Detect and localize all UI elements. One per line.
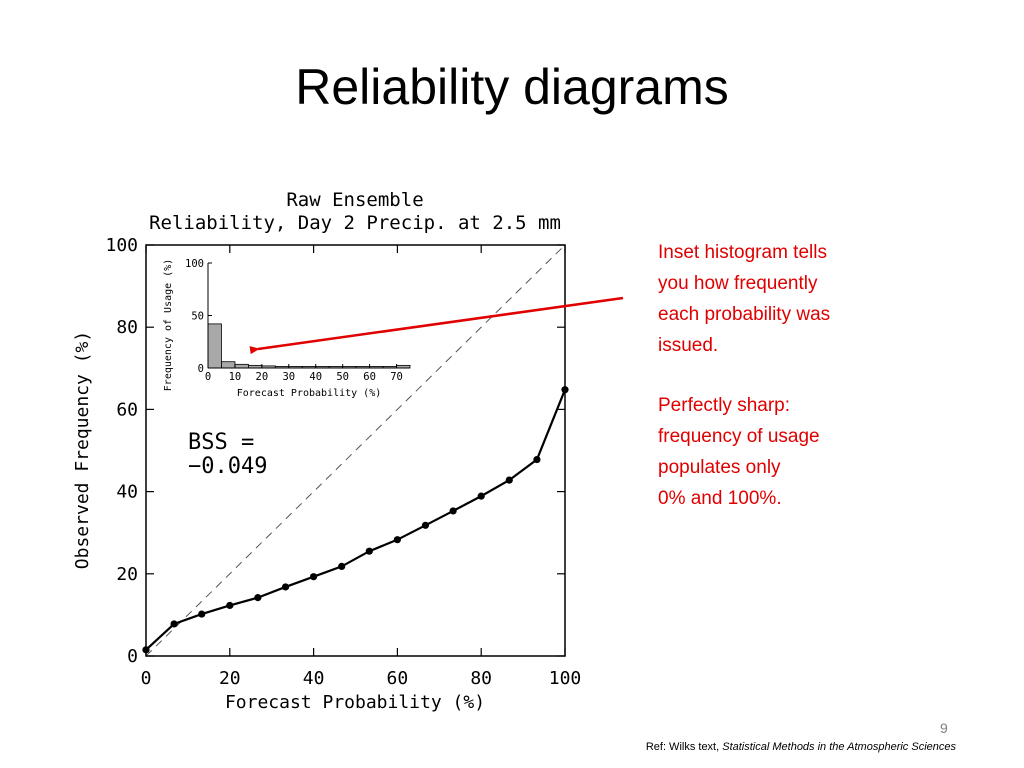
annotation-note-2: Perfectly sharp: frequency of usage popu… xyxy=(658,390,820,514)
y-tick-label: 60 xyxy=(116,399,138,420)
y-tick-label: 20 xyxy=(116,564,138,585)
note2-line3: populates only xyxy=(658,457,781,478)
inset-x-tick-label: 30 xyxy=(282,371,295,383)
note2-line2: frequency of usage xyxy=(658,426,820,447)
reliability-point xyxy=(449,507,457,515)
histogram-bar xyxy=(221,361,236,369)
chart-subtitle: Reliability, Day 2 Precip. at 2.5 mm xyxy=(149,212,561,234)
x-tick-label: 0 xyxy=(141,668,152,689)
chart-title: Raw Ensemble xyxy=(286,189,423,211)
annotation-arrow xyxy=(249,296,624,355)
inset-x-label: Forecast Probability (%) xyxy=(237,388,382,399)
inset-y-tick-label: 50 xyxy=(191,311,204,323)
histogram-bar xyxy=(234,363,249,369)
y-tick-label: 40 xyxy=(116,482,138,503)
reliability-point xyxy=(198,610,206,618)
note1-line2: you how frequently xyxy=(658,273,818,294)
reliability-point xyxy=(365,547,373,555)
x-tick-label: 100 xyxy=(549,668,582,689)
inset-y-tick-label: 100 xyxy=(185,258,204,270)
reliability-point xyxy=(477,492,485,500)
reference-footer: Ref: Wilks text, Statistical Methods in … xyxy=(646,741,956,753)
inset-histogram: 0 10 20 30 40 50 60 70 0 50 100 Forecast Probabili… xyxy=(163,258,411,399)
reliability-point xyxy=(281,583,290,591)
x-tick-label: 20 xyxy=(219,668,241,689)
reliability-point xyxy=(561,386,569,394)
inset-x-tick-label: 60 xyxy=(363,371,376,383)
reference-prefix: Ref: Wilks text, xyxy=(645,741,723,753)
reference-book-title: Statistical Methods in the Atmospheric S… xyxy=(722,741,956,753)
y-tick-label: 0 xyxy=(127,646,138,667)
note2-line4: 0% and 100%. xyxy=(658,488,782,509)
reliability-point xyxy=(393,536,401,544)
reliability-point xyxy=(338,562,346,571)
note1-line1: Inset histogram tells xyxy=(658,242,827,263)
reliability-point xyxy=(421,521,430,529)
inset-y-label: Frequency of Usage (%) xyxy=(163,259,174,391)
note1-line3: each probability was xyxy=(658,304,831,325)
reliability-point xyxy=(505,476,513,484)
inset-x-tick-label: 20 xyxy=(256,371,269,383)
note2-line1: Perfectly sharp: xyxy=(658,395,790,416)
inset-x-tick-label: 50 xyxy=(336,371,349,383)
page-number: 9 xyxy=(940,720,948,736)
y-axis-label: Observed Frequency (%) xyxy=(72,331,93,569)
reliability-point xyxy=(142,646,150,654)
x-tick-label: 80 xyxy=(470,668,492,689)
inset-y-tick-label: 0 xyxy=(198,363,204,375)
x-tick-label: 40 xyxy=(303,668,325,689)
inset-x-tick-label: 10 xyxy=(229,371,242,383)
bss-label: BSS = xyxy=(188,430,254,455)
y-tick-label: 80 xyxy=(116,317,138,338)
main-reliability-plot: Raw Ensemble Reliability, Day 2 Precip. … xyxy=(72,189,581,713)
reliability-point xyxy=(533,455,541,464)
bss-value: −0.049 xyxy=(188,454,267,479)
y-tick-label: 100 xyxy=(105,235,138,256)
reliability-point xyxy=(310,573,318,581)
note1-line4: issued. xyxy=(658,335,719,356)
inset-x-tick-label: 0 xyxy=(205,371,211,383)
inset-x-tick-label: 40 xyxy=(309,371,322,383)
red-arrow xyxy=(249,296,624,355)
reliability-point xyxy=(170,620,178,628)
slide-title: Reliability diagrams xyxy=(295,59,729,115)
x-axis-label: Forecast Probability (%) xyxy=(225,692,485,713)
reliability-point xyxy=(226,601,234,610)
annotation-note-1: Inset histogram tells you how frequently… xyxy=(658,237,830,361)
plot-frame xyxy=(145,244,566,657)
reliability-curve xyxy=(145,389,567,651)
x-tick-label: 60 xyxy=(387,668,409,689)
reliability-point xyxy=(254,594,262,602)
inset-x-tick-label: 70 xyxy=(390,371,403,383)
histogram-bar xyxy=(207,323,222,369)
